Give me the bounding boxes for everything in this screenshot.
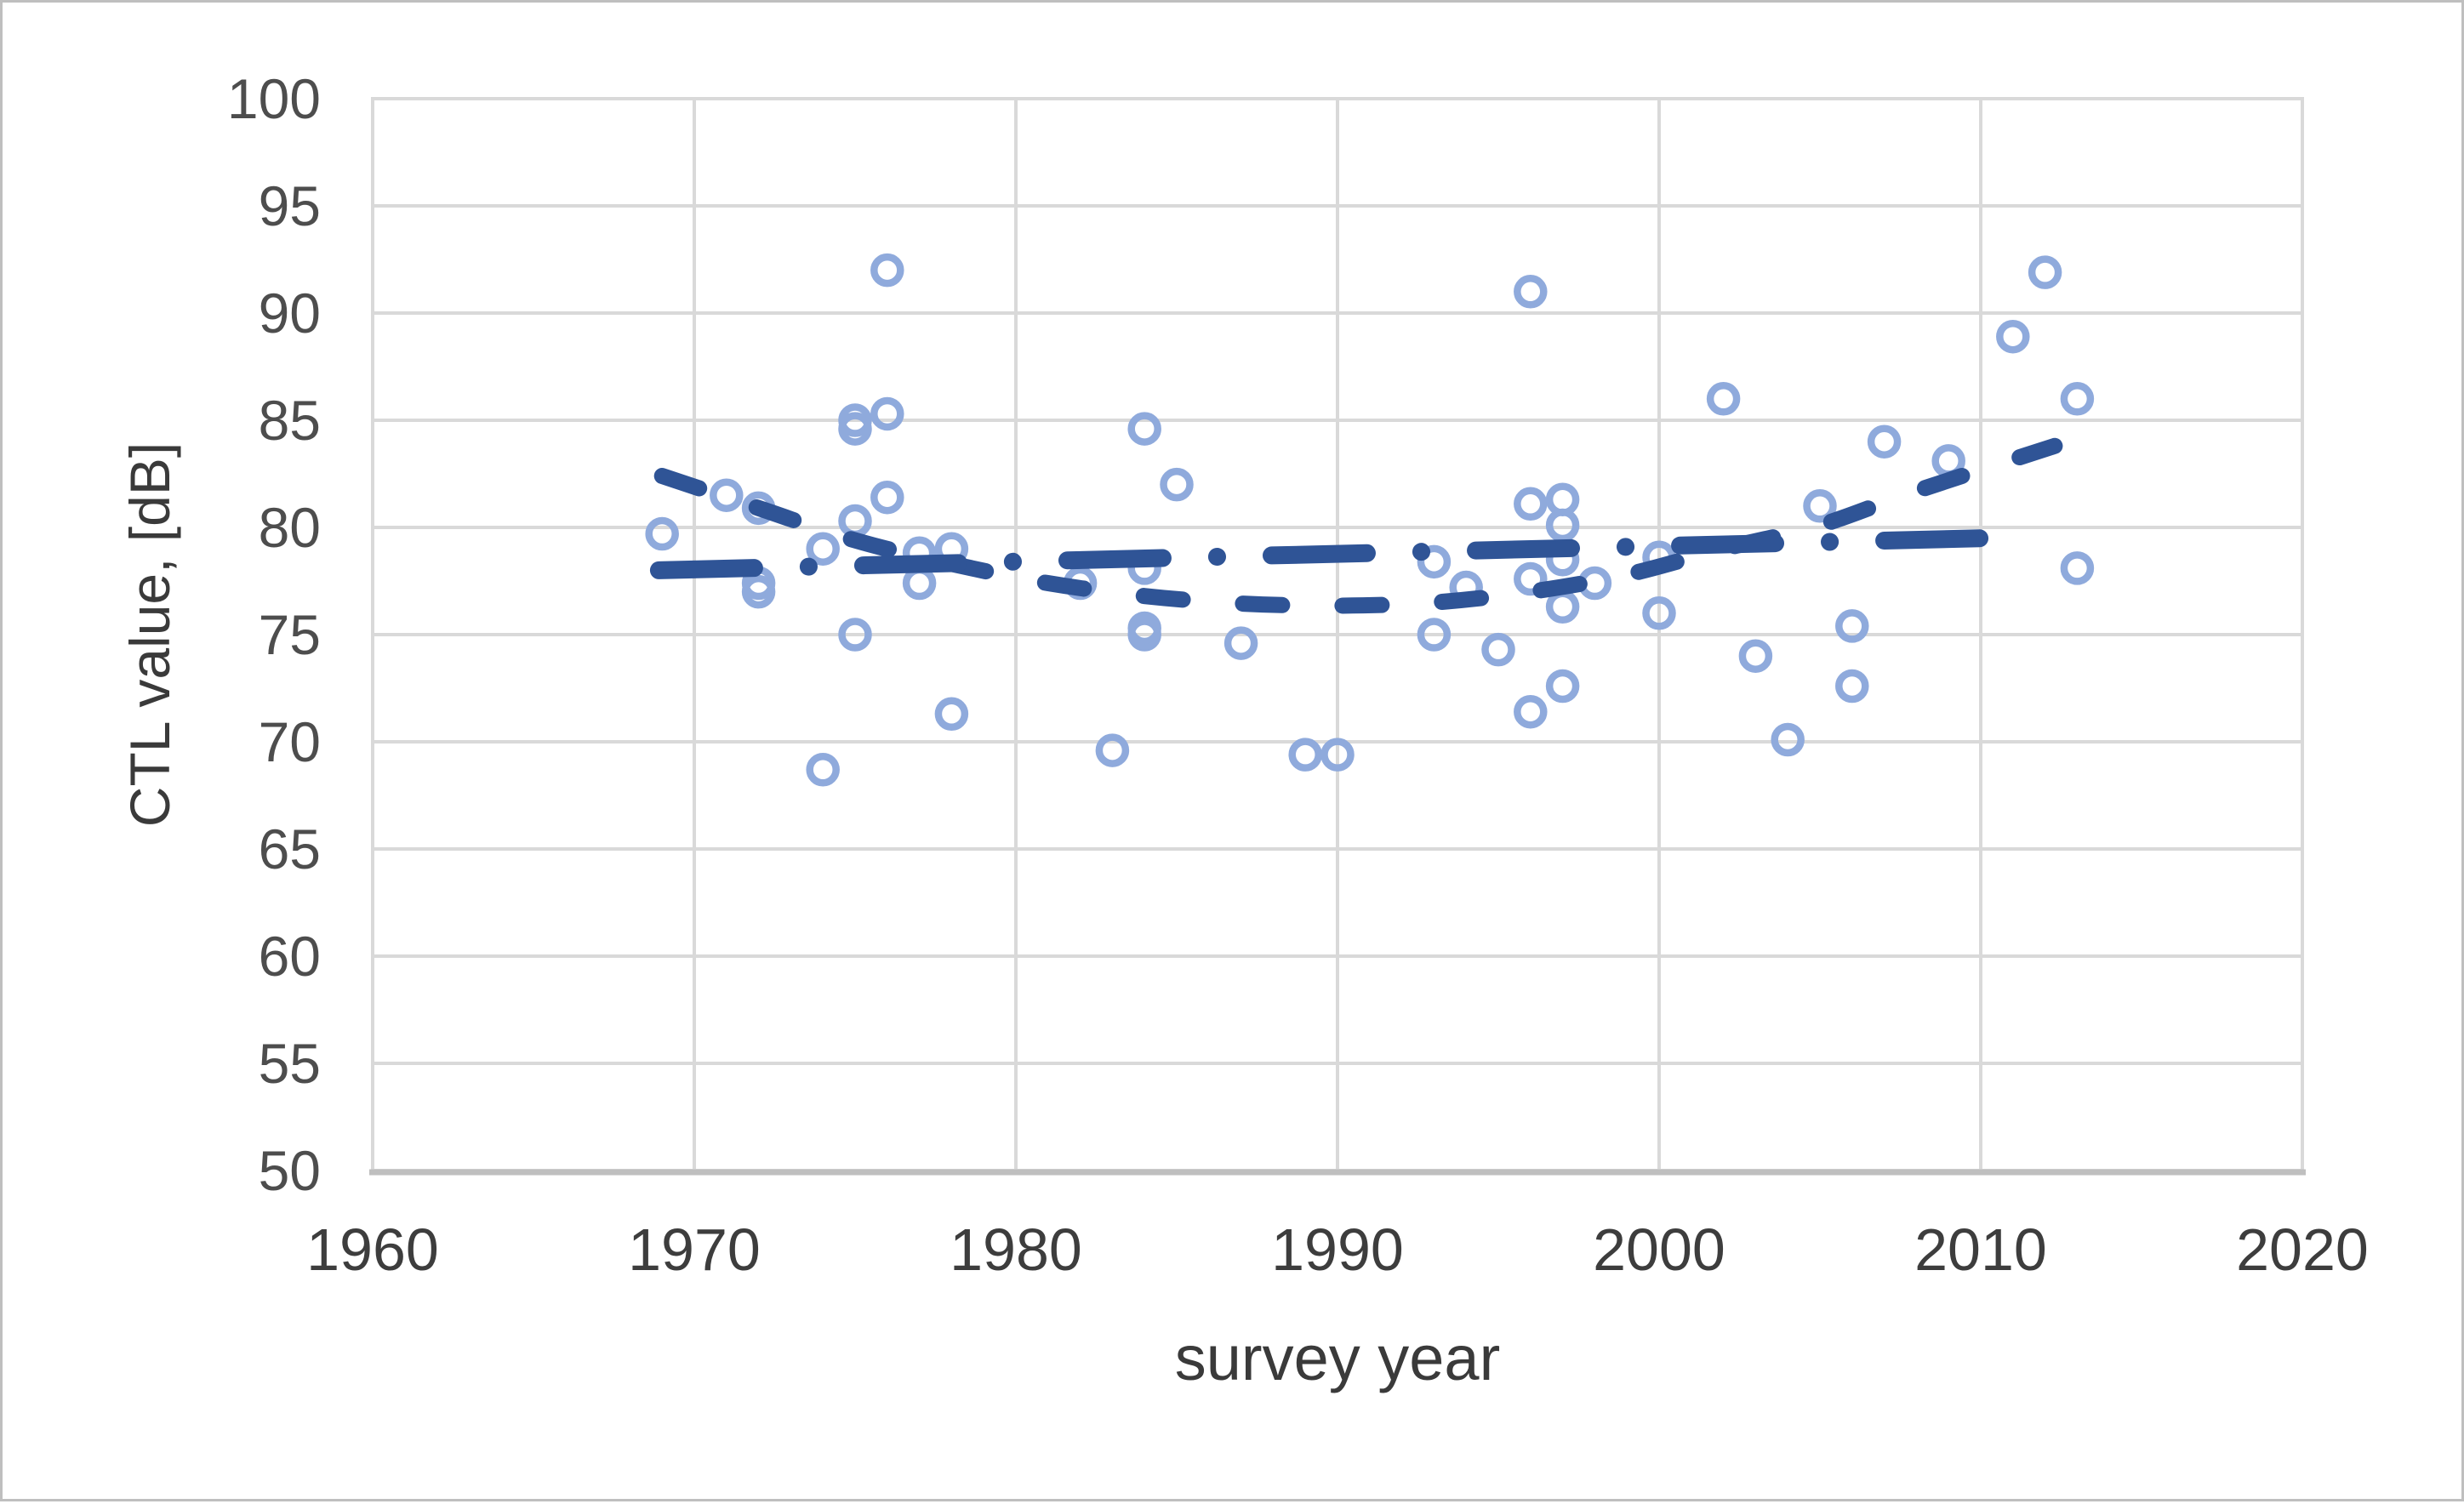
data-point-1996-77_6 — [1514, 561, 1548, 596]
data-point-1993-78_4 — [1417, 544, 1452, 579]
data-point-2000-76 — [1642, 596, 1676, 630]
y-tick-label-65: 65 — [259, 818, 321, 880]
data-point-1990-69_4 — [1320, 738, 1355, 772]
y-tick-label-60: 60 — [259, 925, 321, 988]
y-tick-label-50: 50 — [259, 1139, 321, 1202]
y-tick-label-85: 85 — [259, 389, 321, 452]
data-point-1975-75 — [838, 618, 872, 652]
x-tick-label-2000: 2000 — [1593, 1216, 1725, 1283]
data-point-1974-68_7 — [806, 753, 840, 787]
data-point-1971-81_5 — [710, 478, 744, 512]
y-tick-label-95: 95 — [259, 174, 321, 237]
data-point-1987-74_6 — [1223, 626, 1258, 660]
data-point-2007-84 — [1867, 424, 1902, 459]
y-tick-label-90: 90 — [259, 282, 321, 345]
x-tick-label-2020: 2020 — [2236, 1216, 2369, 1283]
data-point-1993-75 — [1417, 618, 1452, 652]
y-tick-label-75: 75 — [259, 603, 321, 666]
data-point-1972-77 — [741, 574, 776, 609]
y-tick-label-100: 100 — [227, 67, 321, 130]
trendline-polynomial-trend-dashed — [653, 437, 2063, 614]
chart-svg: 50 55 60 65 70 75 80 85 90 95 100 1960 1970 1980 1990 2… — [118, 67, 2369, 1393]
x-tick-label-1990: 1990 — [1271, 1216, 1404, 1283]
data-point-2002-86 — [1706, 382, 1741, 416]
x-tick-label-1970: 1970 — [628, 1216, 761, 1283]
data-point-1984-75 — [1127, 618, 1161, 652]
data-point-1977-77_4 — [902, 566, 937, 601]
data-point-1985-82 — [1160, 467, 1194, 502]
data-point-1997-72_6 — [1545, 669, 1580, 704]
data-point-2013-86 — [2060, 382, 2095, 416]
gridlines-layer — [371, 97, 2304, 1172]
data-point-1996-71_4 — [1514, 694, 1548, 729]
data-point-1983-69_6 — [1095, 733, 1130, 767]
data-point-2005-81 — [1803, 489, 1837, 523]
data-point-2004-70_1 — [1771, 722, 1805, 757]
data-point-2003-74 — [1738, 639, 1773, 673]
data-point-2012-91_9 — [2028, 255, 2062, 289]
data-point-1989-69_4 — [1288, 738, 1322, 772]
y-tick-label-70: 70 — [259, 710, 321, 773]
data-point-1997-80_1 — [1545, 508, 1580, 543]
x-tick-label-1980: 1980 — [950, 1216, 1082, 1283]
data-point-1976-92 — [870, 253, 904, 288]
data-point-2011-88_9 — [1996, 319, 2030, 354]
data-point-1995-74_3 — [1481, 632, 1515, 667]
x-tick-label-2010: 2010 — [1914, 1216, 2047, 1283]
data-point-1984-84_6 — [1127, 412, 1161, 446]
data-point-1976-85_3 — [870, 396, 904, 431]
trendlines-layer — [649, 437, 2063, 614]
data-point-2006-75_4 — [1835, 609, 1869, 643]
data-point-1976-81_4 — [870, 480, 904, 515]
labels-layer: 50 55 60 65 70 75 80 85 90 95 100 1960 1970 1980 1990 2… — [118, 67, 2369, 1393]
y-tick-label-80: 80 — [259, 496, 321, 559]
data-point-1975-84_6 — [838, 412, 872, 446]
data-point-1969-79_7 — [645, 516, 679, 551]
data-point-1974-79 — [806, 532, 840, 566]
data-point-1975-80_3 — [838, 504, 872, 538]
x-tick-label-1960: 1960 — [306, 1216, 439, 1283]
data-point-2013-78_1 — [2060, 551, 2095, 585]
data-point-1996-91 — [1514, 275, 1548, 309]
y-axis-title: CTL value, [dB] — [118, 442, 181, 827]
data-point-2006-72_6 — [1835, 669, 1869, 704]
data-point-1978-71_3 — [934, 697, 969, 731]
data-point-1997-76_3 — [1545, 590, 1580, 624]
trendline-linear-trend-long-dash-dot — [649, 527, 2039, 579]
x-axis-title: survey year — [1175, 1323, 1500, 1393]
points-layer — [645, 253, 2095, 787]
y-tick-label-55: 55 — [259, 1032, 321, 1095]
data-point-1996-81_1 — [1514, 487, 1548, 521]
